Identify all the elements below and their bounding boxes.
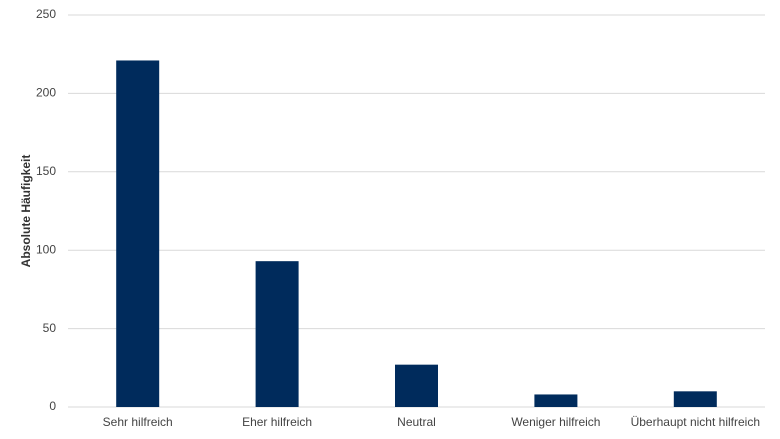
x-tick-label: Sehr hilfreich bbox=[103, 415, 173, 429]
x-tick-label: Überhaupt nicht hilfreich bbox=[631, 415, 760, 429]
x-tick-label: Neutral bbox=[397, 415, 436, 429]
bar bbox=[395, 364, 438, 407]
y-tick-label: 200 bbox=[36, 86, 56, 100]
y-tick-label: 100 bbox=[36, 242, 56, 256]
y-axis-title: Absolute Häufigkeit bbox=[19, 155, 33, 268]
y-tick-label: 150 bbox=[36, 164, 56, 178]
bar bbox=[673, 391, 717, 407]
y-tick-label: 0 bbox=[49, 399, 56, 413]
bar bbox=[255, 261, 299, 407]
y-tick-label: 250 bbox=[36, 7, 56, 21]
x-tick-label: Weniger hilfreich bbox=[511, 415, 600, 429]
bar bbox=[116, 60, 160, 408]
x-tick-label: Eher hilfreich bbox=[242, 415, 312, 429]
y-tick-label: 50 bbox=[43, 321, 57, 335]
bar bbox=[534, 394, 578, 407]
